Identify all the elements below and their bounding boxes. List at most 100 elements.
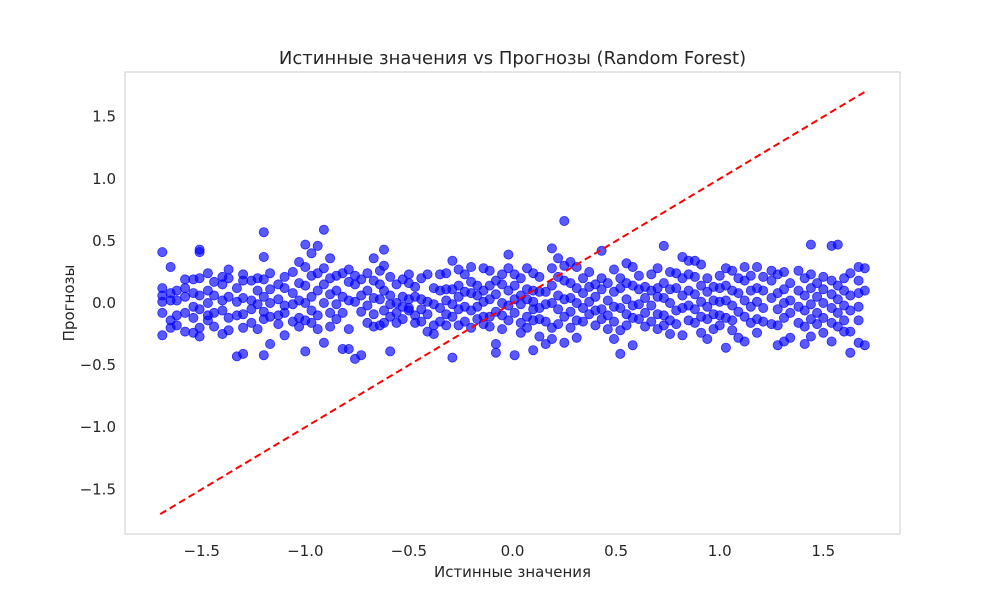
y-tick-label: 1.0	[92, 170, 116, 188]
data-point	[312, 240, 323, 251]
data-point	[209, 290, 220, 301]
data-point	[752, 296, 763, 307]
data-point	[696, 280, 707, 291]
data-point	[509, 307, 520, 318]
data-point	[571, 261, 582, 272]
data-point	[559, 215, 570, 226]
data-point	[223, 312, 234, 323]
data-point	[766, 275, 777, 286]
data-point	[832, 239, 843, 250]
data-point	[702, 273, 713, 284]
data-point	[362, 268, 373, 279]
y-tick-label: 0.0	[92, 294, 116, 312]
data-point	[565, 322, 576, 333]
data-point	[832, 294, 843, 305]
data-point	[331, 299, 342, 310]
y-axis-label: Прогнозы	[60, 265, 78, 342]
data-point	[349, 296, 360, 307]
data-point	[689, 289, 700, 300]
data-point	[428, 328, 439, 339]
data-point	[832, 307, 843, 318]
data-point	[385, 290, 396, 301]
data-point	[546, 243, 557, 254]
data-point	[318, 224, 329, 235]
data-point	[238, 322, 249, 333]
data-point	[490, 289, 501, 300]
data-point	[368, 253, 379, 264]
data-point	[739, 336, 750, 347]
data-point	[714, 320, 725, 331]
data-point	[845, 268, 856, 279]
data-point	[325, 307, 336, 318]
data-point	[273, 319, 284, 330]
data-point	[273, 294, 284, 305]
y-tick-label: 0.5	[92, 232, 116, 250]
data-point	[534, 271, 545, 282]
data-point	[279, 271, 290, 282]
data-point	[223, 273, 234, 284]
data-point	[497, 279, 508, 290]
data-point	[238, 292, 249, 303]
data-point	[714, 270, 725, 281]
data-point	[633, 270, 644, 281]
data-point	[466, 261, 477, 272]
x-tick-label: −1.0	[287, 542, 323, 560]
data-point	[646, 300, 657, 311]
data-point	[238, 348, 249, 359]
reference-line	[159, 91, 866, 515]
points-layer	[157, 215, 870, 364]
data-point	[671, 283, 682, 294]
data-point	[853, 275, 864, 286]
data-point	[258, 291, 269, 302]
data-point	[258, 350, 269, 361]
data-point	[696, 327, 707, 338]
x-tick-label: 1.0	[708, 542, 732, 560]
data-point	[165, 261, 176, 272]
data-point	[294, 321, 305, 332]
data-point	[378, 317, 389, 328]
x-tick-label: −0.5	[391, 542, 427, 560]
data-point	[356, 274, 367, 285]
data-point	[180, 307, 191, 318]
data-point	[385, 271, 396, 282]
data-point	[300, 346, 311, 357]
data-point	[441, 268, 452, 279]
data-point	[459, 316, 470, 327]
data-point	[318, 263, 329, 274]
data-point	[171, 310, 182, 321]
data-point	[633, 314, 644, 325]
data-point	[845, 305, 856, 316]
data-point	[202, 297, 213, 308]
y-tick-label: −0.5	[80, 356, 116, 374]
data-point	[578, 302, 589, 313]
data-point	[633, 299, 644, 310]
data-point	[859, 340, 870, 351]
data-point	[627, 340, 638, 351]
data-point	[546, 333, 557, 344]
data-point	[325, 253, 336, 264]
data-point	[265, 284, 276, 295]
data-point	[484, 265, 495, 276]
data-point	[720, 342, 731, 353]
data-point	[689, 271, 700, 282]
data-point	[343, 343, 354, 354]
data-point	[265, 311, 276, 322]
data-point	[194, 304, 205, 315]
data-point	[209, 307, 220, 318]
y-tick-label: −1.0	[80, 418, 116, 436]
x-axis-label: Истинные значения	[434, 563, 591, 581]
data-point	[559, 337, 570, 348]
data-point	[287, 266, 298, 277]
data-point	[602, 324, 613, 335]
data-point	[217, 279, 228, 290]
data-point	[157, 307, 168, 318]
data-point	[571, 332, 582, 343]
data-point	[859, 285, 870, 296]
data-point	[223, 291, 234, 302]
data-point	[799, 338, 810, 349]
data-point	[171, 285, 182, 296]
x-tick-label: 0.0	[501, 542, 525, 560]
data-point	[853, 301, 864, 312]
data-point	[397, 314, 408, 325]
